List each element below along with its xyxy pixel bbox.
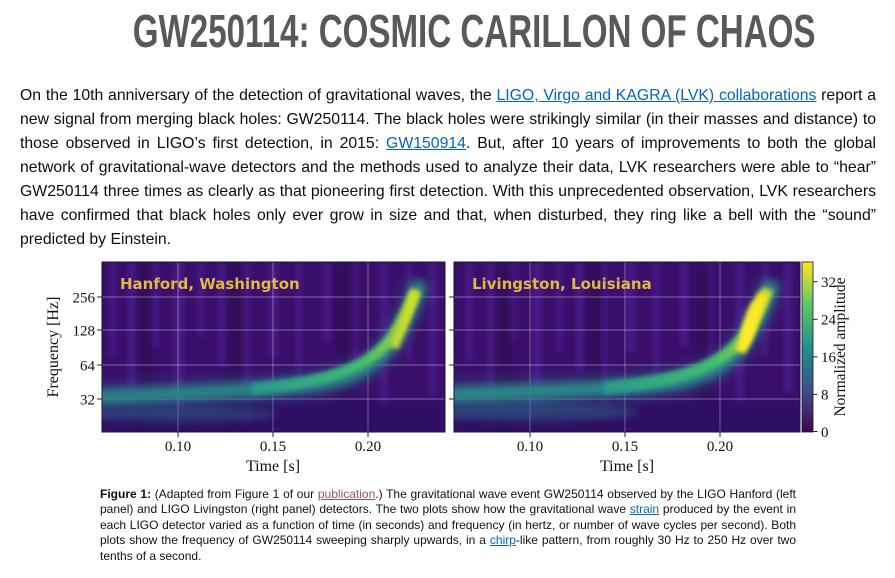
text-segment: Figure 1: (100, 487, 152, 501)
colorbar-label: Normalized amplitude (832, 277, 849, 416)
gw150914-link[interactable]: GW150914 (386, 135, 466, 152)
strain-link[interactable]: strain (629, 502, 660, 517)
x-axis-label-left: Time [s] (246, 458, 300, 475)
y-axis-label: Frequency [Hz] (45, 297, 62, 398)
text-segment: (Adapted from Figure 1 of our (151, 487, 318, 501)
colorbar-tick-0: 0 (821, 425, 829, 441)
figure-caption: Figure 1: (Adapted from Figure 1 of our … (100, 487, 796, 564)
x-axis-label-right: Time [s] (600, 458, 654, 475)
x-axis-hanford: 0.10 0.15 0.20 Time [s] (165, 432, 381, 475)
panel-label-livingston: Livingston, Louisiana (472, 275, 652, 293)
y-tick-64: 64 (80, 358, 96, 374)
colorbar-tick-32: 32 (821, 275, 836, 291)
spectrogram-panel-hanford: Hanford, Washington (101, 261, 446, 433)
x-tick-right-0.15: 0.15 (612, 439, 638, 455)
publication-link[interactable]: publication (317, 487, 376, 501)
x-tick-right-0.20: 0.20 (707, 439, 733, 455)
text-segment: . But, after 10 years of improvements to… (20, 135, 876, 248)
y-tick-256: 256 (73, 290, 96, 306)
colorbar-tick-8: 8 (821, 388, 829, 404)
text-segment: -like pattern, from roughly 30 Hz to 250… (100, 533, 796, 563)
spectrogram-figure: Hanford, Washington (45, 261, 849, 475)
spectrogram-panel-livingston: Livingston, Louisiana (453, 261, 801, 433)
text-segment: produced by the event in each LIGO detec… (100, 502, 796, 548)
y-tick-32: 32 (80, 392, 95, 408)
y-axis: 256 128 64 32 Frequency [Hz] (45, 290, 454, 408)
x-axis-livingston: 0.10 0.15 0.20 Time [s] (517, 432, 733, 475)
chirp-link[interactable]: chirp (489, 533, 516, 548)
title-container: GW250114: COSMIC CARILLON OF CHAOS (0, 4, 895, 58)
x-tick-right-0.10: 0.10 (517, 439, 543, 455)
colorbar-tick-24: 24 (821, 313, 837, 329)
page-title: GW250114: COSMIC CARILLON OF CHAOS (132, 5, 816, 57)
chirp-peak (389, 290, 420, 350)
colorbar-tick-16: 16 (821, 350, 837, 366)
colorbar: 32 24 16 8 0 Normalized amplitude (801, 261, 849, 441)
x-tick-left-0.20: 0.20 (355, 439, 381, 455)
text-segment: On the 10th anniversary of the detection… (20, 87, 497, 104)
text-segment: report a new signal from merging black h… (20, 87, 876, 152)
x-tick-left-0.15: 0.15 (260, 439, 286, 455)
lvk-collaborations-link[interactable]: LIGO, Virgo and KAGRA (LVK) collaboratio… (496, 87, 817, 104)
panel-label-hanford: Hanford, Washington (120, 275, 300, 293)
y-tick-128: 128 (73, 323, 96, 339)
x-tick-left-0.10: 0.10 (165, 439, 191, 455)
intro-paragraph: On the 10th anniversary of the detection… (20, 84, 876, 252)
text-segment: .) The gravitational wave event GW250114… (100, 487, 796, 517)
